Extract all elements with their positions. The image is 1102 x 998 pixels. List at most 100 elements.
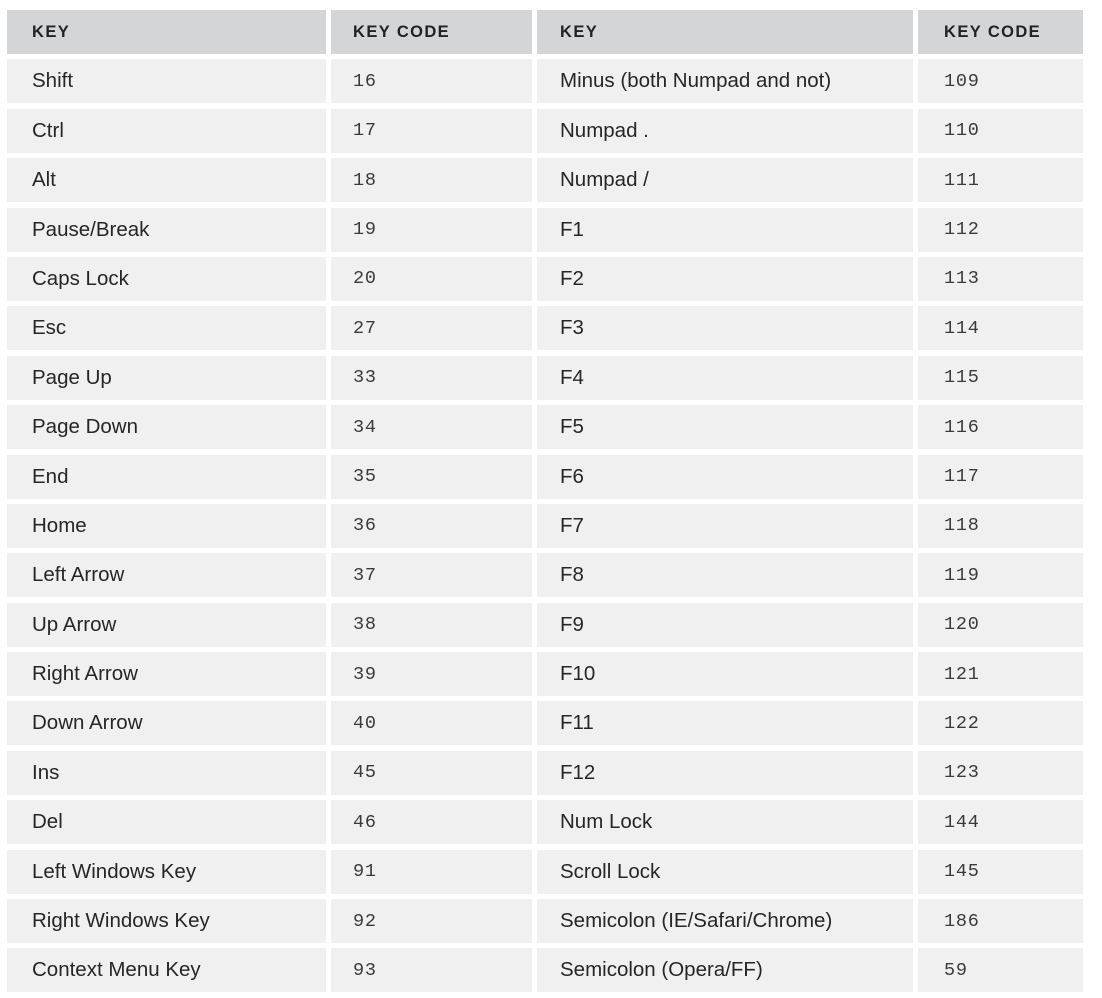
header-key-code: KEY CODE (918, 10, 1083, 54)
key-code-table: KEY KEY CODE KEY KEY CODE Shift 16 Minus (… (7, 10, 1083, 998)
table-row: End 35 F6 117 (7, 454, 1083, 499)
key-cell: F6 (537, 454, 913, 499)
key-code-cell: 110 (918, 108, 1083, 153)
table-header-row: KEY KEY CODE KEY KEY CODE (7, 10, 1083, 54)
key-cell: Down Arrow (7, 701, 326, 746)
key-cell: F7 (537, 503, 913, 548)
key-cell: F1 (537, 207, 913, 252)
table-row: Up Arrow 38 F9 120 (7, 602, 1083, 647)
key-code-cell: 144 (918, 800, 1083, 845)
key-cell: Left Windows Key (7, 849, 326, 894)
key-cell: Home (7, 503, 326, 548)
table-row: Pause/Break 19 F1 112 (7, 207, 1083, 252)
key-cell: Alt (7, 158, 326, 203)
key-cell: Ins (7, 750, 326, 795)
key-cell: Context Menu Key (7, 948, 326, 993)
table-row: Alt 18 Numpad /111 (7, 158, 1083, 203)
key-code-cell: 116 (918, 405, 1083, 450)
key-cell: Num Lock (537, 800, 913, 845)
key-code-cell: 91 (331, 849, 532, 894)
key-code-cell: 186 (918, 899, 1083, 944)
key-cell: Page Up (7, 355, 326, 400)
key-code-cell: 39 (331, 652, 532, 697)
table-row: Home 36 F7 118 (7, 503, 1083, 548)
key-code-cell: 93 (331, 948, 532, 993)
key-code-cell: 20 (331, 256, 532, 301)
key-code-cell: 114 (918, 306, 1083, 351)
key-cell: F9 (537, 602, 913, 647)
header-key: KEY (7, 10, 326, 54)
key-code-cell: 40 (331, 701, 532, 746)
key-cell: End (7, 454, 326, 499)
key-cell: Esc (7, 306, 326, 351)
key-cell: F4 (537, 355, 913, 400)
key-cell: Up Arrow (7, 602, 326, 647)
key-cell: F8 (537, 553, 913, 598)
key-cell: F5 (537, 405, 913, 450)
key-cell: Numpad . (537, 108, 913, 153)
key-cell: Caps Lock (7, 256, 326, 301)
key-cell: Shift (7, 59, 326, 104)
table-body: Shift 16 Minus (both Numpad and not) 109 Ctr… (7, 59, 1083, 993)
key-code-cell: 37 (331, 553, 532, 598)
table-row: Right Windows Key 92 Semicolon (IE/Safari/… (7, 899, 1083, 944)
key-code-cell: 36 (331, 503, 532, 548)
table-row: Context Menu Key 93 Semicolon (Opera/FF) 59 (7, 948, 1083, 993)
key-cell: Scroll Lock (537, 849, 913, 894)
key-code-cell: 118 (918, 503, 1083, 548)
key-code-cell: 34 (331, 405, 532, 450)
key-code-cell: 145 (918, 849, 1083, 894)
key-cell: F2 (537, 256, 913, 301)
table-row: Page Up 33 F4 115 (7, 355, 1083, 400)
key-code-cell: 112 (918, 207, 1083, 252)
key-cell: Del (7, 800, 326, 845)
table-row: Shift 16 Minus (both Numpad and not) 109 (7, 59, 1083, 104)
key-cell: Right Arrow (7, 652, 326, 697)
table-row: Down Arrow 40 F11 122 (7, 701, 1083, 746)
key-code-cell: 113 (918, 256, 1083, 301)
key-code-cell: 123 (918, 750, 1083, 795)
key-code-cell: 45 (331, 750, 532, 795)
key-code-cell: 17 (331, 108, 532, 153)
key-code-cell: 35 (331, 454, 532, 499)
key-code-cell: 117 (918, 454, 1083, 499)
key-code-cell: 19 (331, 207, 532, 252)
key-cell: F11 (537, 701, 913, 746)
table-row: Del 46 Num Lock 144 (7, 800, 1083, 845)
key-cell: F10 (537, 652, 913, 697)
table-row: Left Arrow 37 F8 119 (7, 553, 1083, 598)
table-row: Page Down 34 F5 116 (7, 405, 1083, 450)
key-code-cell: 27 (331, 306, 532, 351)
header-key: KEY (537, 10, 913, 54)
key-cell: F3 (537, 306, 913, 351)
key-code-cell: 111 (918, 158, 1083, 203)
table-row: Right Arrow 39 F10 121 (7, 652, 1083, 697)
key-code-cell: 59 (918, 948, 1083, 993)
table-row: Caps Lock 20 F2 113 (7, 256, 1083, 301)
key-cell: Semicolon (Opera/FF) (537, 948, 913, 993)
key-code-cell: 16 (331, 59, 532, 104)
key-code-cell: 46 (331, 800, 532, 845)
key-code-cell: 115 (918, 355, 1083, 400)
key-code-cell: 18 (331, 158, 532, 203)
table-row: Ins 45 F12 123 (7, 750, 1083, 795)
key-cell: Semicolon (IE/Safari/Chrome) (537, 899, 913, 944)
key-cell: Minus (both Numpad and not) (537, 59, 913, 104)
key-code-cell: 120 (918, 602, 1083, 647)
key-cell: Ctrl (7, 108, 326, 153)
table-row: Esc 27 F3 114 (7, 306, 1083, 351)
key-cell: Right Windows Key (7, 899, 326, 944)
key-code-cell: 109 (918, 59, 1083, 104)
key-cell: Page Down (7, 405, 326, 450)
key-code-cell: 33 (331, 355, 532, 400)
key-code-cell: 38 (331, 602, 532, 647)
header-key-code: KEY CODE (331, 10, 532, 54)
key-cell: Pause/Break (7, 207, 326, 252)
table-row: Ctrl 17 Numpad . 110 (7, 108, 1083, 153)
key-code-cell: 122 (918, 701, 1083, 746)
key-code-cell: 119 (918, 553, 1083, 598)
key-cell: Left Arrow (7, 553, 326, 598)
key-code-cell: 92 (331, 899, 532, 944)
key-cell: F12 (537, 750, 913, 795)
key-cell: Numpad / (537, 158, 913, 203)
